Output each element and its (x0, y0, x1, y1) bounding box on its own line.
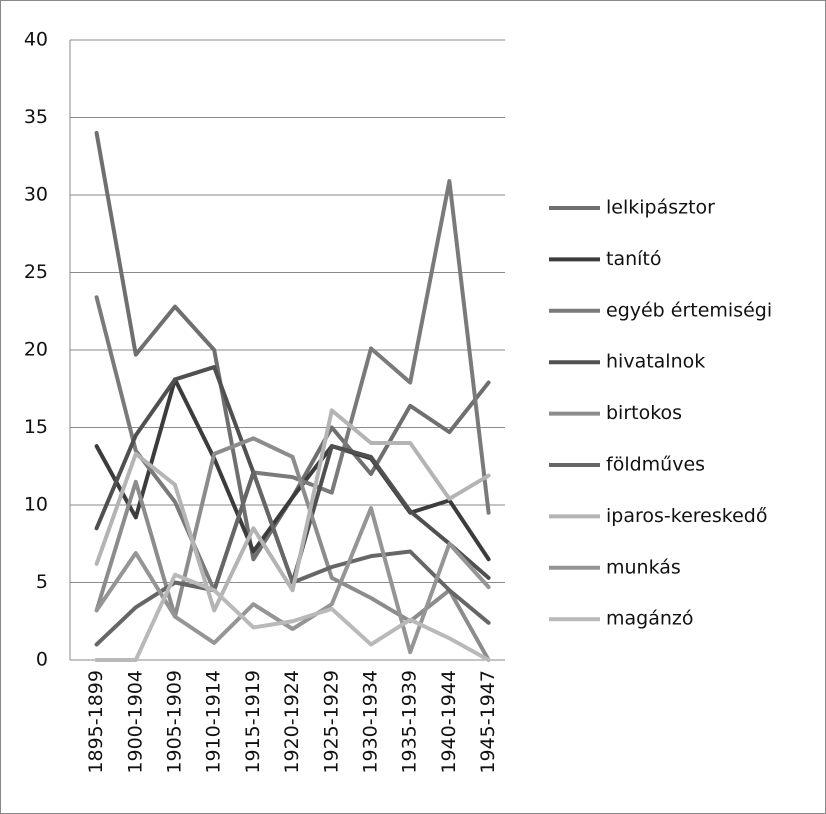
y-tick-label: 10 (24, 494, 48, 516)
y-tick-label: 5 (36, 571, 48, 593)
y-tick-label: 0 (36, 649, 48, 671)
series-line (94, 408, 491, 613)
x-tick-label: 1900-1904 (124, 670, 146, 774)
legend-label: birtokos (606, 402, 682, 424)
y-tick-label: 40 (24, 29, 48, 51)
x-tick-label: 1930-1934 (360, 670, 382, 774)
x-tick-label: 1895-1899 (85, 670, 107, 774)
legend-label: munkás (606, 556, 681, 578)
y-tick-label: 25 (24, 261, 48, 283)
legend-label: földműves (606, 454, 705, 476)
x-tick-label: 1915-1919 (242, 670, 264, 774)
series-line (94, 572, 491, 662)
legend-label: magánzó (606, 608, 694, 630)
x-tick-label: 1925-1929 (320, 670, 342, 774)
series-line (94, 179, 491, 593)
y-tick-label: 15 (24, 416, 48, 438)
y-tick-label: 35 (24, 106, 48, 128)
x-tick-label: 1920-1924 (281, 670, 303, 774)
series-line (94, 377, 491, 562)
legend-label: lelkipásztor (606, 197, 715, 219)
x-tick-label: 1910-1914 (203, 670, 225, 774)
legend-label: tanító (606, 248, 662, 270)
x-tick-label: 1905-1909 (164, 670, 186, 774)
legend-label: egyéb értemiségi (606, 299, 772, 321)
legend-label: hivatalnok (606, 351, 705, 373)
x-tick-label: 1935-1939 (399, 670, 421, 774)
y-tick-label: 30 (24, 184, 48, 206)
legend-label: iparos-kereskedő (606, 505, 767, 527)
x-tick-label: 1940-1944 (438, 670, 460, 774)
x-tick-label: 1945-1947 (477, 670, 499, 774)
y-tick-label: 20 (24, 339, 48, 361)
series-line (94, 506, 491, 655)
